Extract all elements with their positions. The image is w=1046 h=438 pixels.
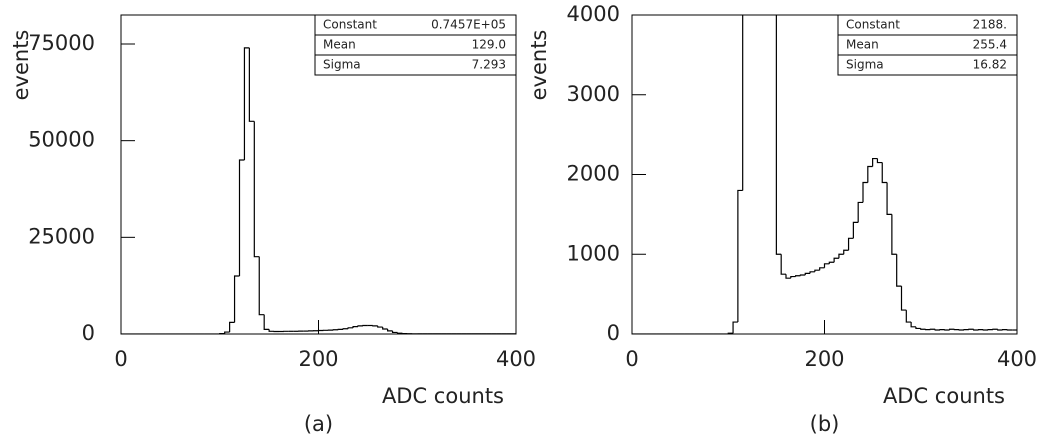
panel: 0 1000 2000 3000 4000 0 200 400 Constant 2188. Mea… [527, 2, 1037, 436]
histogram-bin [949, 328, 955, 331]
histogram-bin [268, 329, 275, 332]
histogram-bin [910, 322, 916, 328]
histogram-bin [382, 327, 388, 330]
histogram-bin [391, 330, 398, 334]
y-tick-label: 75000 [28, 31, 95, 55]
histogram-bin [799, 274, 806, 276]
x-tick-label: 400 [496, 347, 536, 371]
panel-caption: (a) [304, 412, 333, 436]
histogram-bin [876, 158, 883, 164]
histogram-bin [857, 201, 863, 223]
x-tick-label: 0 [625, 347, 638, 371]
histogram-bin [828, 261, 835, 264]
histogram-bin [727, 332, 734, 334]
x-axis-label: ADC counts [883, 384, 1005, 408]
stats-name: Sigma [323, 58, 361, 72]
y-tick-label: 0 [82, 321, 95, 345]
histogram-bin [920, 328, 926, 330]
stats-name: Constant [846, 18, 900, 32]
histogram-bin [886, 182, 892, 215]
histogram-bin [253, 121, 260, 258]
stats-value: 255.4 [973, 38, 1007, 52]
histogram-bin [352, 326, 358, 328]
histogram-bin [997, 329, 1003, 331]
histogram-bin [263, 314, 270, 330]
histogram-bin [896, 254, 902, 287]
histogram-bin [862, 181, 868, 203]
stats-name: Mean [323, 38, 356, 52]
histogram-bin [238, 159, 245, 276]
x-tick-label: 200 [298, 347, 338, 371]
histogram-bin [872, 157, 878, 167]
histogram-bin [732, 321, 738, 334]
histogram-bin [347, 327, 354, 329]
histogram-bin [833, 257, 839, 263]
stats-box [837, 14, 1018, 76]
histogram-bin [737, 189, 743, 323]
histogram-bin [248, 47, 255, 122]
y-axis-label: events [527, 30, 551, 101]
histogram-bin [785, 274, 791, 279]
panel: 0 25000 50000 75000 0 200 400 Constant 0.7457E+0… [9, 14, 536, 436]
histogram-bin [804, 272, 811, 275]
x-tick-label: 0 [114, 347, 127, 371]
histogram-bin [900, 286, 907, 311]
histogram-bin [915, 326, 921, 330]
y-tick-label: 50000 [28, 128, 95, 152]
histogram-bin [852, 221, 859, 239]
x-axis-label: ADC counts [382, 384, 504, 408]
histogram-bin [396, 332, 403, 334]
y-tick-label: 25000 [28, 224, 95, 248]
y-tick-label: 2000 [567, 162, 620, 186]
histogram-bin [934, 329, 940, 331]
y-tick-label: 4000 [567, 2, 620, 26]
stats-value: 2188. [973, 18, 1007, 32]
histogram-bin [814, 269, 820, 272]
x-tick-label: 200 [804, 347, 844, 371]
histogram-bin [258, 256, 265, 316]
stats-value: 16.82 [973, 58, 1007, 72]
histogram-bin [229, 321, 235, 333]
histogram-bin [387, 328, 393, 332]
histogram-bin [823, 263, 830, 268]
histogram-bin [377, 325, 383, 328]
stats-value: 7.293 [472, 58, 506, 72]
histogram [121, 47, 516, 334]
stats-value: 0.7457E+05 [431, 18, 506, 32]
histogram-bin [775, 15, 782, 255]
y-tick-label: 1000 [567, 241, 620, 265]
histogram-bin [224, 331, 230, 334]
histogram-bin [780, 254, 786, 275]
y-axis-label: events [9, 30, 33, 101]
histogram-bin [843, 249, 849, 255]
histogram-bin [973, 329, 979, 331]
y-tick-label: 0 [607, 321, 620, 345]
histogram-bin [790, 275, 796, 279]
histogram-bin [357, 325, 363, 327]
stats-name: Sigma [846, 58, 884, 72]
y-tick-label: 3000 [567, 82, 620, 106]
histogram-bin [795, 275, 801, 277]
histogram-bin [742, 15, 744, 191]
histogram-bin [881, 162, 888, 184]
histogram-bin [867, 165, 873, 183]
histogram-bin [342, 328, 349, 330]
histogram-bin [838, 253, 844, 259]
histogram-bin [243, 47, 250, 160]
stats-box [314, 14, 517, 76]
histogram-bin [847, 237, 854, 251]
panel-caption: (b) [810, 412, 840, 436]
histogram-bin [891, 214, 897, 255]
histogram-bin [233, 275, 240, 323]
histogram-bin [905, 310, 912, 323]
x-tick-label: 400 [997, 347, 1037, 371]
histogram-bin [819, 267, 825, 271]
histogram [632, 15, 1017, 334]
stats-name: Constant [323, 18, 377, 32]
histogram-bin [809, 271, 815, 274]
stats-name: Mean [846, 38, 879, 52]
stats-value: 129.0 [472, 38, 506, 52]
